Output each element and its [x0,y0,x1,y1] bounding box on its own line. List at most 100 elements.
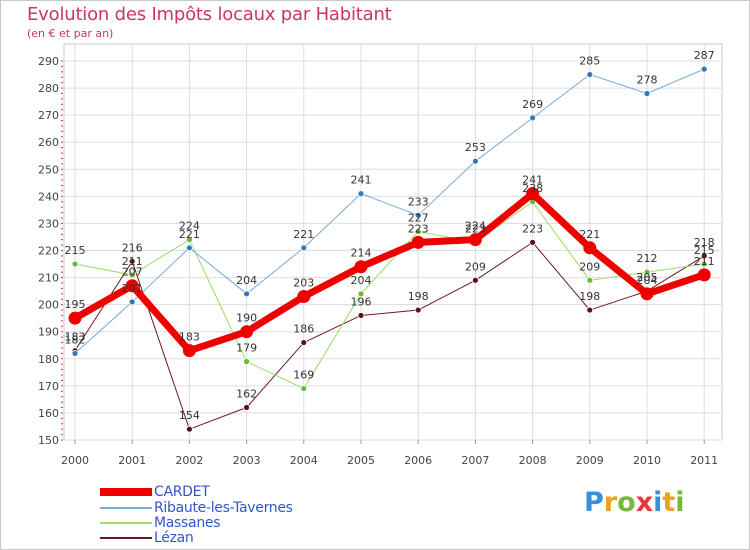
data-label-ribaute-les-tavernes: 253 [465,141,486,154]
data-point-cardet [697,268,711,282]
data-label-l-zan: 218 [694,236,715,249]
data-point-cardet [468,233,482,247]
data-label-cardet: 221 [579,228,600,241]
logo-letter: i [653,487,663,518]
y-tick-label: 240 [38,190,59,203]
data-label-cardet: 183 [179,331,200,344]
data-point-ribaute-les-tavernes [586,71,594,78]
legend-item-massanes: Massanes [100,515,360,531]
data-label-ribaute-les-tavernes: 241 [351,174,372,187]
y-tick-label: 230 [38,217,59,230]
x-tick-label: 2008 [519,454,547,467]
y-tick-label: 260 [38,136,59,149]
data-label-cardet: 223 [408,222,429,235]
data-label-ribaute-les-tavernes: 221 [179,228,200,241]
legend-item-lezan: Lézan [100,530,360,546]
data-label-massanes: 227 [408,212,429,225]
data-point-ribaute-les-tavernes [185,244,193,252]
x-tick-label: 2010 [633,454,661,467]
data-point-massanes [243,358,251,365]
data-point-l-zan [185,425,193,433]
data-label-l-zan: 205 [637,271,658,284]
data-point-ribaute-les-tavernes [700,65,708,73]
data-point-cardet [354,260,368,274]
legend-label-massanes: Massanes [154,515,221,531]
data-label-ribaute-les-tavernes: 278 [637,73,658,86]
data-point-ribaute-les-tavernes [414,211,422,219]
series-line-ribaute-les-tavernes [74,68,705,354]
data-label-ribaute-les-tavernes: 269 [522,98,543,111]
data-label-cardet: 214 [351,247,372,260]
logo-letter: i [675,487,685,518]
data-label-massanes: 215 [694,244,715,257]
data-label-l-zan: 223 [522,222,543,235]
data-point-ribaute-les-tavernes [643,90,651,97]
data-label-l-zan: 183 [65,331,86,344]
y-tick-label: 170 [38,380,59,393]
x-tick-label: 2004 [290,454,318,467]
proxiti-logo: Proxiti [584,487,685,518]
data-label-ribaute-les-tavernes: 221 [293,228,314,241]
data-label-l-zan: 209 [465,260,486,273]
data-label-cardet: 190 [236,312,257,325]
data-point-massanes [128,271,136,279]
data-label-massanes: 212 [637,252,658,265]
logo-letter: r [603,487,618,518]
data-point-l-zan [357,312,365,319]
data-point-l-zan [586,306,594,314]
data-point-cardet [297,290,311,304]
data-point-ribaute-les-tavernes [243,290,251,298]
data-point-cardet [526,187,540,201]
data-label-massanes: 224 [179,220,200,233]
data-point-massanes [71,260,79,268]
data-label-massanes: 215 [65,244,86,257]
data-point-cardet [68,311,82,325]
data-label-cardet: 224 [465,220,486,233]
data-point-ribaute-les-tavernes [529,114,536,122]
legend-item-ribaute: Ribaute-les-Tavernes [100,500,360,516]
x-tick-label: 2003 [233,454,261,467]
data-label-cardet: 203 [293,277,314,290]
legend-swatch-lezan [100,537,152,539]
data-label-massanes: 204 [351,274,372,287]
legend-swatch-massanes [100,522,152,524]
data-point-cardet [182,344,196,358]
y-tick-label: 190 [38,326,59,339]
logo-letter: o [617,487,636,518]
axes: 150 160 170 180 190 200 210 220 230 240 250 260 270 2… [38,55,718,467]
data-point-l-zan [243,404,251,411]
x-tick-label: 2011 [690,454,718,467]
data-point-cardet [240,325,254,339]
data-point-l-zan [700,252,708,260]
y-tick-label: 290 [38,55,59,68]
data-label-l-zan: 162 [236,388,257,401]
data-point-ribaute-les-tavernes [471,157,479,165]
data-point-cardet [583,241,597,255]
data-label-massanes: 223 [465,222,486,235]
x-tick-label: 2001 [118,454,146,467]
data-label-ribaute-les-tavernes: 182 [65,333,86,346]
data-point-massanes [700,260,708,268]
data-point-l-zan [300,339,308,346]
data-label-l-zan: 196 [351,295,372,308]
data-point-l-zan [128,257,136,265]
data-label-massanes: 169 [293,369,314,382]
data-label-ribaute-les-tavernes: 201 [122,282,143,295]
data-point-l-zan [471,276,479,284]
y-tick-label: 220 [38,245,59,258]
data-label-cardet: 241 [522,174,543,187]
logo-letter: x [635,487,654,518]
data-point-massanes [300,385,308,392]
y-tick-label: 280 [38,82,59,95]
data-point-ribaute-les-tavernes [128,298,136,306]
y-tick-label: 200 [38,299,59,312]
data-point-ribaute-les-tavernes [300,244,308,252]
x-tick-label: 2009 [576,454,604,467]
grid-lines [63,43,723,441]
data-label-massanes: 211 [122,255,143,268]
data-label-l-zan: 198 [408,290,429,303]
x-tick-label: 2006 [404,454,432,467]
y-tick-label: 210 [38,272,59,285]
legend-swatch-ribaute [100,507,152,509]
